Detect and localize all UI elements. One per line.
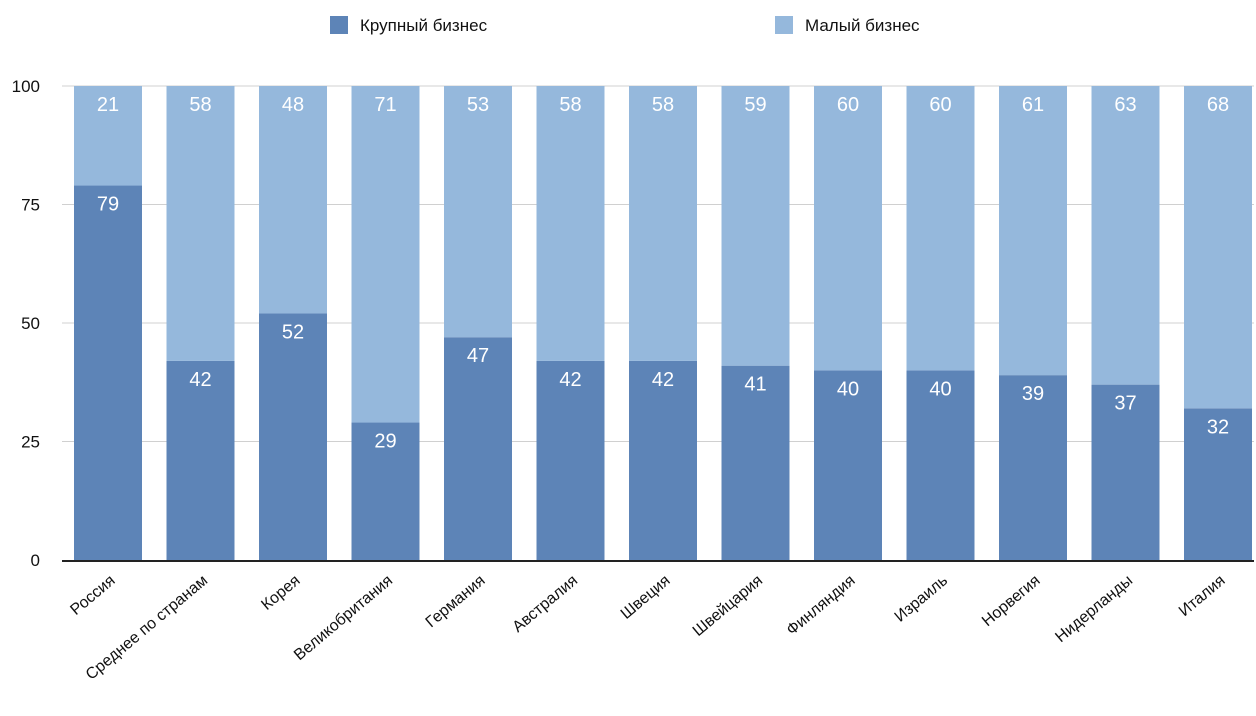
data-label: 40	[837, 378, 859, 400]
bar-segment	[1184, 408, 1252, 560]
x-tick-label: Швейцария	[690, 572, 766, 640]
bar-segment	[351, 86, 420, 423]
bar-segment	[74, 185, 142, 561]
x-tick-label: Италия	[1176, 572, 1229, 620]
data-label: 63	[1114, 94, 1136, 116]
x-tick-label: Великобритания	[291, 572, 396, 664]
bars	[74, 86, 1252, 561]
x-tick-label: Нидерланды	[1052, 572, 1136, 646]
data-label: 58	[652, 94, 674, 116]
bar-segment	[259, 86, 327, 314]
bar-segment	[1091, 86, 1160, 385]
data-label: 29	[374, 431, 396, 453]
x-tick-label: Финляндия	[784, 572, 859, 639]
data-label: 53	[467, 94, 489, 116]
data-label: 32	[1207, 416, 1229, 438]
data-label: 61	[1022, 94, 1044, 116]
x-tick-label: Норвегия	[979, 572, 1044, 630]
x-tick-label: Корея	[258, 572, 303, 614]
legend-label-1: Крупный бизнес	[360, 16, 488, 35]
data-label: 37	[1114, 393, 1136, 415]
data-label: 60	[929, 94, 951, 116]
bar-segment	[721, 365, 790, 560]
data-label: 68	[1207, 94, 1229, 116]
data-label: 58	[559, 94, 581, 116]
bar-segment	[906, 370, 975, 560]
y-axis-ticks: 0 25 50 75 100	[12, 77, 40, 570]
legend-swatch-2	[775, 16, 793, 34]
data-label: 48	[282, 94, 304, 116]
data-label: 41	[744, 374, 766, 396]
y-tick-label: 100	[12, 77, 40, 96]
bar-segment	[999, 86, 1067, 376]
x-tick-label: Швеция	[618, 572, 674, 623]
bar-segment	[814, 370, 882, 560]
bar-segment	[629, 86, 697, 361]
bar-segment	[999, 375, 1067, 560]
data-label: 47	[467, 345, 489, 367]
bar-segment	[444, 337, 512, 560]
data-label: 60	[837, 94, 859, 116]
data-labels: 79 21 42 58 52 48 29 71 47 53 42 58 42 58 41 59 40 60 40 60…	[97, 94, 1229, 453]
bar-segment	[814, 86, 882, 371]
data-label: 42	[652, 369, 674, 391]
legend: Крупный бизнес Малый бизнес	[330, 16, 920, 35]
bar-segment	[166, 360, 235, 560]
bar-segment	[74, 86, 142, 186]
y-tick-label: 50	[21, 314, 40, 333]
bar-segment	[351, 422, 420, 560]
x-tick-label: Россия	[67, 572, 118, 619]
y-tick-label: 25	[21, 433, 40, 452]
bar-segment	[1091, 384, 1160, 560]
data-label: 52	[282, 322, 304, 344]
x-tick-label: Израиль	[892, 572, 951, 626]
data-label: 71	[374, 94, 396, 116]
data-label: 42	[559, 369, 581, 391]
data-label: 42	[189, 369, 211, 391]
bar-segment	[536, 86, 605, 361]
data-label: 21	[97, 94, 119, 116]
data-label: 39	[1022, 383, 1044, 405]
legend-swatch-1	[330, 16, 348, 34]
bar-segment	[536, 360, 605, 560]
legend-label-2: Малый бизнес	[805, 16, 920, 35]
data-label: 40	[929, 378, 951, 400]
bar-segment	[444, 86, 512, 338]
data-label: 59	[744, 94, 766, 116]
data-label: 79	[97, 194, 119, 216]
x-tick-label: Германия	[423, 572, 489, 631]
bar-segment	[629, 360, 697, 560]
data-label: 58	[189, 94, 211, 116]
bar-segment	[259, 313, 327, 560]
bar-segment	[1184, 86, 1252, 409]
x-tick-label: Австралия	[510, 572, 581, 636]
bar-segment	[166, 86, 235, 361]
bar-segment	[906, 86, 975, 371]
bar-segment	[721, 86, 790, 366]
y-tick-label: 0	[31, 551, 40, 570]
y-tick-label: 75	[21, 196, 40, 215]
